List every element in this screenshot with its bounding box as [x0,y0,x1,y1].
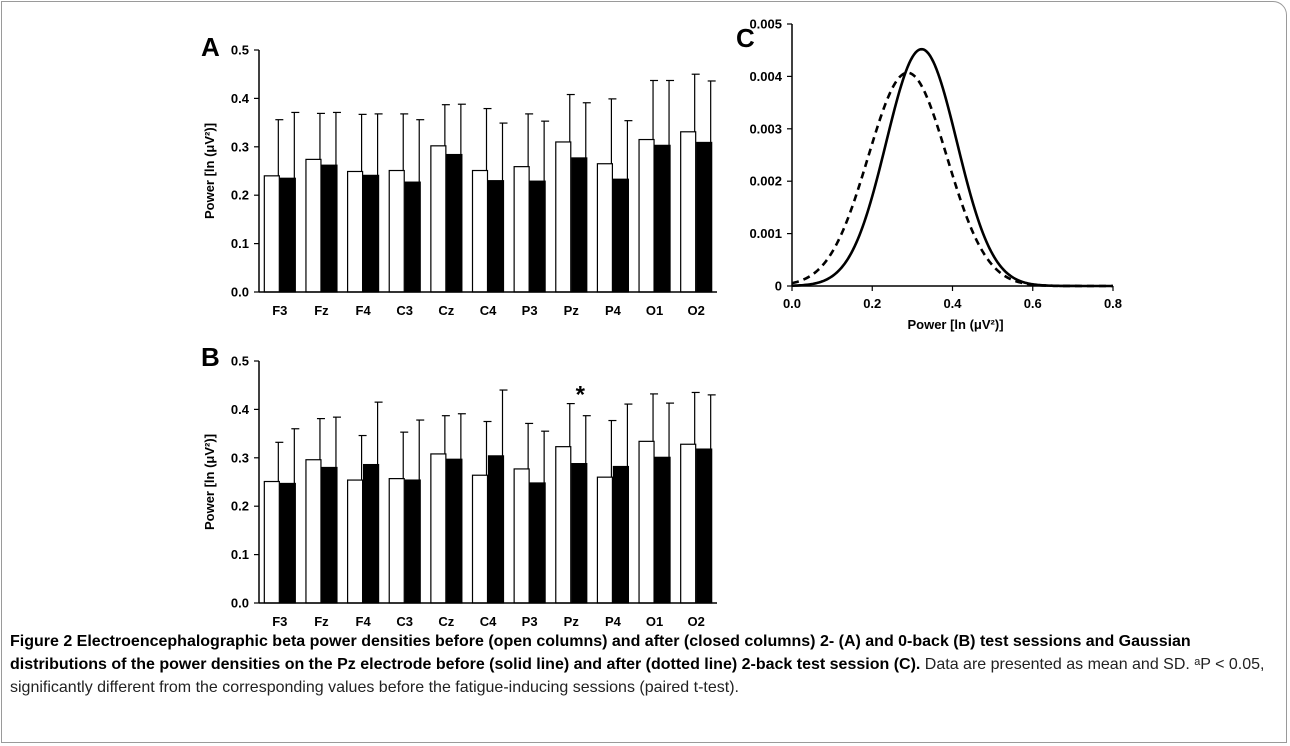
bar-A-C4-closed [489,181,504,292]
y-tick-label-B: 0.1 [231,547,249,562]
y-tick-label-C: 0 [775,279,782,294]
bar-B-C4-closed [489,456,504,603]
x-tick-label-A-O1: O1 [646,303,663,318]
bar-B-O1-open [639,441,654,603]
bar-A-Cz-closed [447,155,462,292]
bar-B-O1-closed [655,457,670,603]
x-tick-label-B-O2: O2 [688,614,705,629]
y-tick-label-C: 0.004 [749,69,782,84]
bar-B-C4-open [473,475,488,603]
x-tick-label-B-Fz: Fz [314,614,329,629]
x-tick-label-B-P3: P3 [522,614,538,629]
x-tick-label-B-O1: O1 [646,614,663,629]
bar-A-Pz-open [556,142,571,292]
y-tick-label-A: 0.3 [231,139,249,154]
x-tick-label-B-C4: C4 [480,614,497,629]
bar-B-P3-open [514,469,529,603]
bar-A-P3-open [514,167,529,292]
x-tick-label-B-F3: F3 [272,614,287,629]
x-tick-label-C: 0.8 [1104,296,1122,311]
x-tick-label-A-C3: C3 [396,303,413,318]
bar-B-P4-open [597,477,612,603]
bar-B-O2-open [681,444,696,603]
bar-A-P3-closed [530,181,545,292]
y-tick-label-A: 0.1 [231,236,249,251]
x-tick-label-C: 0.0 [783,296,801,311]
bar-B-Pz-closed [572,464,587,603]
bar-A-P4-open [597,164,612,292]
bar-B-C3-closed [405,480,420,603]
y-axis-label-A: Power [ln (μV²)] [202,123,217,219]
x-tick-label-A-P4: P4 [605,303,622,318]
y-tick-label-A: 0.2 [231,188,249,203]
bar-A-O1-open [639,140,654,292]
y-tick-label-B: 0.2 [231,499,249,514]
y-tick-label-C: 0.002 [749,174,782,189]
bar-A-O2-open [681,132,696,292]
curve-solid [792,49,1113,286]
x-tick-label-B-Cz: Cz [438,614,454,629]
panel-label-B: B [201,342,220,372]
bar-B-P4-closed [613,467,628,603]
significance-marker-B: * [576,382,586,409]
y-tick-label-B: 0.0 [231,596,249,611]
bar-A-Fz-closed [322,165,337,292]
bar-A-F3-closed [280,178,295,292]
bar-A-Fz-open [306,159,321,292]
bar-B-Fz-open [306,460,321,603]
y-tick-label-B: 0.5 [231,354,249,369]
panel-label-A: A [201,32,220,62]
bar-B-Cz-closed [447,459,462,603]
x-tick-label-A-F3: F3 [272,303,287,318]
bar-A-C4-open [473,171,488,292]
bar-A-F3-open [264,176,279,292]
x-tick-label-C: 0.6 [1024,296,1042,311]
bar-A-O2-closed [697,142,712,292]
bar-A-Cz-open [431,146,446,292]
y-tick-label-A: 0.4 [231,91,250,106]
x-tick-label-B-F4: F4 [356,614,372,629]
bar-A-C3-closed [405,182,420,292]
x-tick-label-A-Cz: Cz [438,303,454,318]
figure-caption: Figure 2 Electroencephalographic beta po… [10,630,1278,699]
bar-B-Fz-closed [322,467,337,603]
curve-dashed [792,73,1113,286]
x-tick-label-C: 0.4 [943,296,962,311]
x-tick-label-A-Pz: Pz [564,303,580,318]
x-tick-label-A-Fz: Fz [314,303,329,318]
x-tick-label-A-C4: C4 [480,303,497,318]
bar-B-F4-open [348,480,363,603]
x-tick-label-C: 0.2 [863,296,881,311]
y-tick-label-C: 0.001 [749,226,782,241]
bar-B-P3-closed [530,483,545,603]
bar-B-Pz-open [556,447,571,603]
bar-B-F4-closed [364,465,379,603]
x-tick-label-B-Pz: Pz [564,614,580,629]
bar-A-O1-closed [655,145,670,292]
bar-A-F4-open [348,171,363,292]
bar-B-C3-open [389,479,404,603]
bar-B-F3-closed [280,483,295,603]
bar-B-O2-closed [697,449,712,603]
bar-A-Pz-closed [572,158,587,292]
y-tick-label-C: 0.005 [749,17,782,32]
y-tick-label-C: 0.003 [749,121,782,136]
y-axis-label-B: Power [ln (μV²)] [202,434,217,530]
bar-A-C3-open [389,171,404,292]
x-tick-label-A-O2: O2 [688,303,705,318]
y-tick-label-A: 0.5 [231,43,249,58]
bar-B-F3-open [264,482,279,603]
y-tick-label-A: 0.0 [231,285,249,300]
y-tick-label-B: 0.3 [231,450,249,465]
x-tick-label-A-F4: F4 [356,303,372,318]
x-tick-label-B-C3: C3 [396,614,413,629]
bar-B-Cz-open [431,454,446,603]
x-tick-label-A-P3: P3 [522,303,538,318]
bar-A-P4-closed [613,179,628,292]
y-tick-label-B: 0.4 [231,402,250,417]
bar-A-F4-closed [364,175,379,292]
figure-charts: A 0.0 0.1 0.2 0.3 0.4 0.5 Power [ln (μV²)] F3 Fz F… [0,0,1290,630]
x-tick-label-B-P4: P4 [605,614,622,629]
x-axis-label-C: Power [ln (μV²)] [907,317,1003,332]
